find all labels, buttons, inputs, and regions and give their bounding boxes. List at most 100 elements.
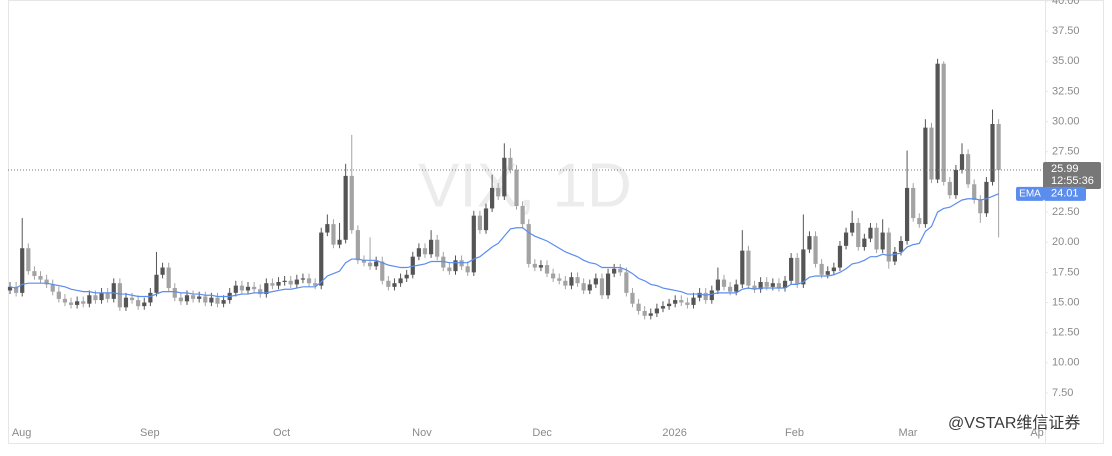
- candle-body: [856, 222, 861, 248]
- x-tick-label: Mar: [899, 427, 918, 439]
- y-tick-label: 35.00: [1052, 55, 1080, 67]
- candle-body: [801, 249, 806, 285]
- candle-body: [746, 250, 751, 286]
- candle-body: [337, 239, 342, 245]
- x-tick-label: Aug: [12, 427, 32, 439]
- candle-body: [831, 267, 836, 272]
- candle-body: [685, 302, 690, 305]
- candle-body: [935, 63, 940, 180]
- candle-body: [233, 285, 238, 293]
- candle-body: [648, 313, 653, 316]
- candle-body: [520, 206, 525, 225]
- candle-body: [386, 280, 391, 287]
- candle-body: [447, 267, 452, 272]
- candle-body: [551, 273, 556, 279]
- candle-body: [886, 232, 891, 262]
- candle-body: [850, 222, 855, 233]
- y-tick-label: 40.00: [1052, 0, 1080, 7]
- ema-value-tag: [1044, 186, 1086, 201]
- y-tick-label: 20.00: [1052, 236, 1080, 248]
- candle-body: [874, 227, 879, 250]
- candle-body: [20, 248, 25, 293]
- candle-body: [532, 263, 537, 268]
- last-price-tag: [1043, 161, 1101, 189]
- candle-body: [209, 297, 214, 303]
- brand-watermark: @VSTAR维信证券: [948, 414, 1080, 432]
- candle-body: [984, 181, 989, 214]
- candle-body: [349, 175, 354, 231]
- candle-body: [99, 292, 104, 301]
- candle-body: [148, 292, 153, 303]
- candle-body: [221, 300, 226, 304]
- candle-body: [306, 278, 312, 284]
- candle-body: [75, 301, 80, 305]
- ema-line: [9, 193, 999, 298]
- candle-body: [56, 291, 61, 299]
- candle-body: [538, 265, 544, 268]
- candle-body: [93, 295, 98, 301]
- candle-body: [160, 267, 165, 275]
- y-tick-label: 7.50: [1052, 387, 1073, 399]
- candle-body: [843, 232, 849, 246]
- ema-value-label: 24.01: [1051, 188, 1079, 200]
- candle-body: [691, 297, 696, 305]
- candle-body: [868, 227, 873, 239]
- candle-body: [892, 251, 897, 262]
- candle-body: [319, 232, 324, 286]
- candle-body: [300, 278, 306, 280]
- x-tick-label: Dec: [532, 427, 552, 439]
- candle-body: [618, 268, 623, 273]
- candle-body: [514, 169, 519, 207]
- y-tick-label: 17.50: [1052, 266, 1080, 278]
- candle-body: [68, 302, 74, 305]
- candle-body: [392, 283, 397, 287]
- ema-name: EMA: [1019, 188, 1041, 199]
- candle-body: [734, 284, 739, 292]
- y-tick-label: 12.50: [1052, 327, 1080, 339]
- candle-body: [416, 248, 421, 257]
- candle-body: [367, 262, 373, 267]
- candle-body: [245, 286, 251, 291]
- candle-body: [483, 208, 489, 231]
- candle-body: [728, 286, 733, 292]
- candle-body: [87, 295, 92, 304]
- candle-body: [142, 302, 147, 307]
- candle-body: [264, 283, 269, 295]
- candle-body: [361, 260, 367, 263]
- x-tick-label: Sep: [140, 427, 160, 439]
- candle-body: [111, 283, 116, 299]
- candle-body: [435, 239, 440, 257]
- candle-body: [123, 297, 129, 308]
- candle-body: [599, 278, 605, 296]
- candle-body: [355, 230, 360, 261]
- candle-body: [813, 236, 818, 264]
- candle-body: [673, 300, 678, 304]
- candle-body: [569, 277, 574, 286]
- candle-body: [679, 300, 684, 303]
- symbol-watermark: VIX, 1D: [418, 151, 632, 220]
- x-tick-label: Nov: [412, 427, 432, 439]
- candle-body: [557, 278, 562, 281]
- candle-body: [904, 187, 910, 241]
- candle-body: [459, 260, 464, 267]
- y-tick-label: 37.50: [1052, 25, 1080, 37]
- candle-body: [764, 281, 769, 287]
- candle-body: [294, 279, 299, 285]
- candle-body: [752, 285, 757, 290]
- candle-body: [184, 295, 190, 302]
- candle-body: [795, 257, 800, 285]
- candle-body: [477, 215, 483, 231]
- candle-body: [288, 280, 293, 285]
- candle-body: [215, 297, 220, 304]
- candle-body: [972, 184, 977, 200]
- candle-body: [526, 224, 531, 264]
- candle-body: [313, 283, 318, 286]
- candle-body: [825, 271, 830, 275]
- candle-body: [923, 127, 928, 225]
- candle-body: [782, 280, 788, 289]
- candle-body: [44, 279, 49, 285]
- candle-body: [14, 286, 19, 293]
- candle-body: [496, 187, 501, 197]
